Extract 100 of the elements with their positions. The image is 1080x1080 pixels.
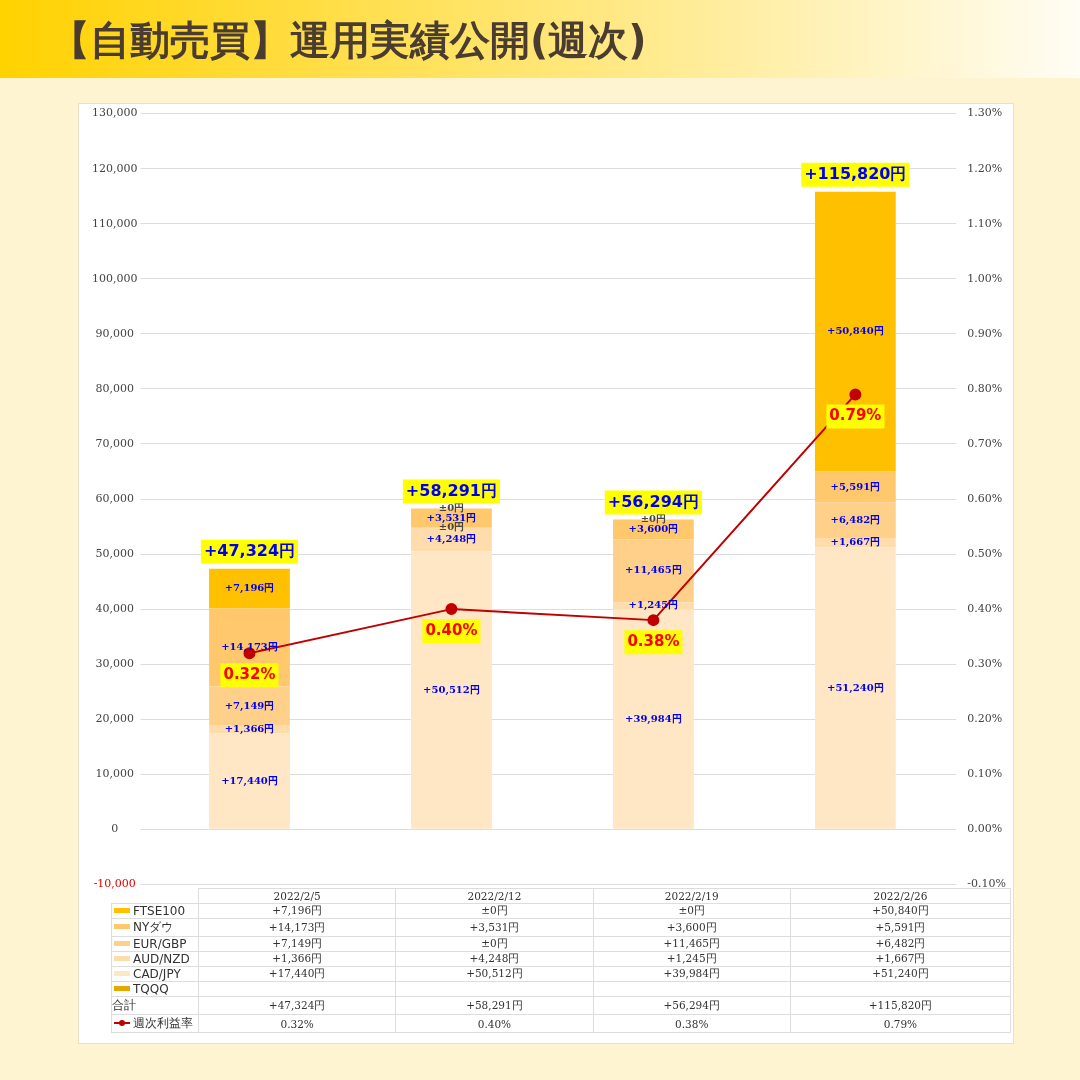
- x-tick-label: 2022/2/26: [790, 888, 1011, 904]
- y-tick-label: 110,000: [91, 216, 138, 230]
- total-label: +115,820円: [804, 163, 907, 183]
- data-label: +3,531円: [395, 918, 594, 937]
- data-label: +1,245円: [593, 951, 791, 967]
- text: +6,482円: [830, 513, 881, 525]
- bar: [209, 568, 290, 609]
- text: 0.79%: [829, 406, 882, 425]
- text: +50,840円: [827, 325, 884, 337]
- y-tick-label: 70,000: [95, 436, 134, 450]
- text: +58,291円: [466, 998, 523, 1011]
- y2-tick-label: 1.10%: [967, 216, 1003, 230]
- chart-title: 【自動売買】運用実績公開(週次): [0, 0, 1080, 80]
- text: +56,294円: [663, 998, 720, 1011]
- y2-tick-label: 1.00%: [967, 271, 1003, 285]
- data-label: 0.40%: [395, 1014, 594, 1033]
- text: 合計: [111, 996, 199, 1015]
- y-tick-label: 90,000: [95, 326, 134, 340]
- data-label: +1,366円: [198, 951, 396, 967]
- text: 0.38%: [627, 632, 680, 651]
- y-tick-label: 30,000: [95, 657, 134, 671]
- point: [647, 614, 660, 627]
- legend-label: EUR/GBP: [111, 936, 199, 952]
- y-tick-label: -10,000: [93, 877, 136, 891]
- y2-tick-label: -0.10%: [967, 877, 1007, 891]
- bar: [209, 733, 290, 829]
- y-tick-label: 20,000: [95, 712, 134, 726]
- data-label: ±0円: [593, 903, 791, 919]
- text: +5,591円: [830, 480, 881, 492]
- y-tick-label: 50,000: [95, 546, 134, 560]
- data-label: +39,984円: [593, 966, 791, 982]
- legend-label: CAD/JPY: [111, 966, 199, 982]
- text: 0.32%: [223, 665, 276, 684]
- text: +1,366円: [224, 723, 275, 735]
- text: +3,600円: [628, 522, 679, 534]
- y-tick-label: 120,000: [91, 161, 138, 175]
- data-label: +14,173円: [198, 918, 396, 937]
- y2-tick-label: 0.90%: [967, 326, 1003, 340]
- y2-tick-label: 1.20%: [967, 161, 1003, 175]
- data-label: +50,840円: [790, 903, 1011, 919]
- text: +1,667円: [830, 536, 881, 548]
- total-label: +56,294円: [607, 491, 699, 511]
- bar: [814, 547, 896, 829]
- y2-tick-label: 0.00%: [967, 822, 1003, 836]
- data-label: +51,240円: [790, 966, 1011, 982]
- data-label: +5,591円: [790, 918, 1011, 937]
- y-tick-label: 60,000: [95, 491, 134, 505]
- x-tick-label: 2022/2/5: [198, 888, 396, 904]
- data-label: ±0円: [395, 903, 594, 919]
- x-tick-label: 2022/2/12: [395, 888, 594, 904]
- data-label: 0.79%: [790, 1014, 1011, 1033]
- text: +47,324円: [268, 998, 326, 1011]
- point: [445, 603, 458, 616]
- y2-tick-label: 0.50%: [967, 546, 1003, 560]
- data-label: +50,512円: [395, 966, 594, 982]
- text: +7,196円: [224, 582, 275, 594]
- text: +7,149円: [224, 699, 275, 711]
- y-tick-label: 10,000: [95, 767, 134, 781]
- data-label: +4,248円: [395, 951, 594, 967]
- data-label: +7,149円: [198, 936, 396, 952]
- bar: [613, 609, 694, 829]
- bar: [814, 191, 896, 472]
- data-label: 0.38%: [593, 1014, 791, 1033]
- bar: [411, 551, 492, 829]
- y2-tick-label: 1.30%: [967, 106, 1003, 120]
- y-tick-label: 80,000: [95, 381, 134, 395]
- text: +4,248円: [426, 533, 477, 545]
- text: +39,984円: [625, 712, 682, 724]
- data-label: +11,465円: [593, 936, 791, 952]
- y2-tick-label: 0.80%: [967, 381, 1003, 395]
- data-label: +17,440円: [198, 966, 396, 982]
- y-tick-label: 130,000: [91, 106, 138, 120]
- text: +115,820円: [868, 998, 933, 1011]
- point: [849, 388, 862, 401]
- bar: [814, 502, 896, 539]
- y2-tick-label: 0.60%: [967, 491, 1003, 505]
- text: 0.40%: [425, 621, 478, 639]
- data-label: ±0円: [395, 936, 594, 952]
- legend-label: AUD/NZD: [111, 951, 199, 967]
- y-tick-label: 40,000: [95, 601, 134, 615]
- data-label: +1,667円: [790, 951, 1011, 967]
- text: +50,512円: [423, 683, 480, 695]
- total-label: +47,324円: [203, 540, 296, 560]
- text: ±0円: [438, 521, 465, 533]
- data-label: +6,482円: [790, 936, 1011, 952]
- y2-tick-label: 0.20%: [967, 712, 1003, 726]
- y2-tick-label: 0.30%: [967, 657, 1003, 671]
- y-tick-label: 100,000: [91, 271, 138, 285]
- y2-tick-label: 0.10%: [967, 767, 1003, 781]
- y2-tick-label: 0.70%: [967, 436, 1003, 450]
- total-label: +58,291円: [405, 480, 498, 500]
- legend-label: FTSE100: [111, 903, 199, 919]
- x-tick-label: 2022/2/19: [593, 888, 791, 904]
- data-label: +3,600円: [593, 918, 791, 937]
- y2-tick-label: 0.40%: [967, 601, 1003, 615]
- legend-label: TQQQ: [111, 981, 199, 997]
- text: +51,240円: [827, 681, 884, 693]
- text: +17,440円: [221, 774, 278, 786]
- data-label: 0.32%: [198, 1014, 396, 1033]
- legend-label: NYダウ: [111, 918, 199, 937]
